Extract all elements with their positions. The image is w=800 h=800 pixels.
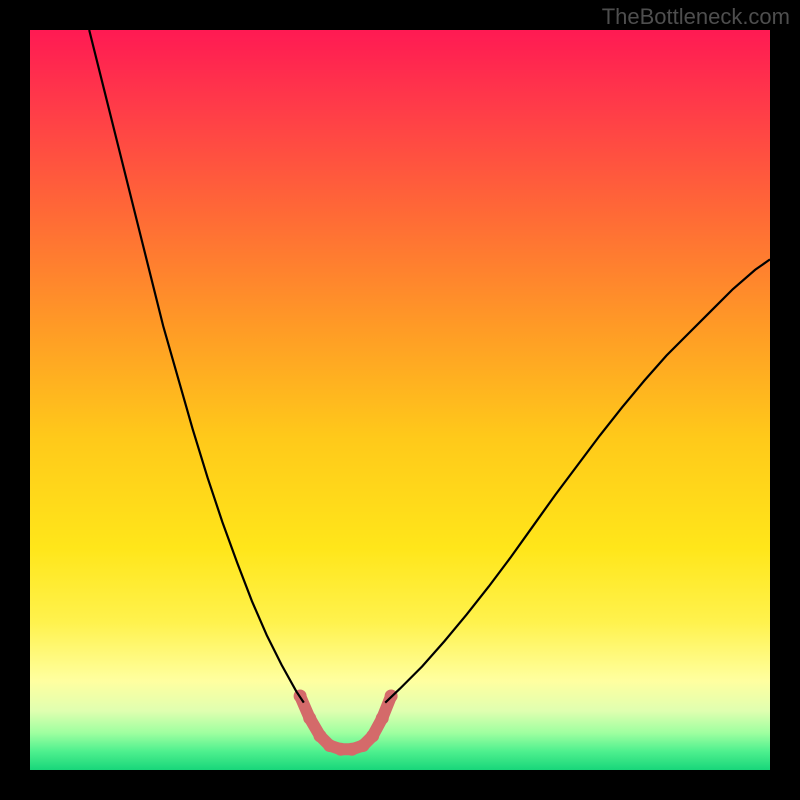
floor-dot	[357, 739, 370, 752]
floor-dot	[334, 743, 347, 756]
floor-dot	[314, 729, 327, 742]
floor-dot	[376, 712, 389, 725]
floor-dot	[323, 739, 336, 752]
chart-container: TheBottleneck.com	[0, 0, 800, 800]
floor-dot	[366, 729, 379, 742]
plot-area	[30, 30, 770, 770]
right-curve	[385, 259, 770, 702]
left-curve	[89, 30, 304, 703]
floor-dot	[345, 743, 358, 756]
curve-layer	[30, 30, 770, 770]
watermark-text: TheBottleneck.com	[602, 4, 790, 30]
floor-dot	[303, 712, 316, 725]
